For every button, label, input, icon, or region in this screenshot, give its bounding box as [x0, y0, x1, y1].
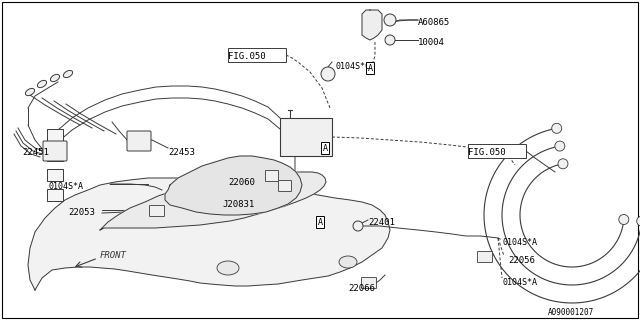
- Text: 22056: 22056: [508, 256, 535, 265]
- Circle shape: [558, 159, 568, 169]
- FancyBboxPatch shape: [362, 277, 376, 289]
- Ellipse shape: [26, 88, 35, 96]
- Text: 22453: 22453: [168, 148, 195, 157]
- FancyBboxPatch shape: [150, 205, 164, 217]
- Circle shape: [555, 141, 565, 151]
- Text: FIG.050: FIG.050: [468, 148, 506, 157]
- Circle shape: [552, 123, 562, 133]
- Circle shape: [353, 221, 363, 231]
- Ellipse shape: [51, 74, 60, 82]
- Text: 22053: 22053: [68, 208, 95, 217]
- Circle shape: [637, 216, 640, 226]
- Text: 22401: 22401: [368, 218, 395, 227]
- Bar: [47, 189, 63, 201]
- Text: J20831: J20831: [222, 200, 254, 209]
- Ellipse shape: [217, 261, 239, 275]
- Text: 22066: 22066: [348, 284, 375, 293]
- Text: FIG.050: FIG.050: [228, 52, 266, 61]
- Text: FRONT: FRONT: [100, 252, 127, 260]
- Text: 22451: 22451: [22, 148, 49, 157]
- Circle shape: [384, 14, 396, 26]
- Text: A: A: [323, 143, 328, 153]
- Text: 0104S*A: 0104S*A: [48, 182, 83, 191]
- Bar: [280, 118, 332, 156]
- Circle shape: [619, 214, 629, 225]
- FancyBboxPatch shape: [127, 131, 151, 151]
- Text: 0104S*C: 0104S*C: [335, 62, 370, 71]
- Polygon shape: [28, 178, 390, 290]
- Circle shape: [385, 35, 395, 45]
- Ellipse shape: [63, 70, 72, 78]
- Text: 0104S*A: 0104S*A: [502, 238, 537, 247]
- Text: A: A: [317, 218, 323, 227]
- Text: A: A: [367, 63, 372, 73]
- Bar: [47, 129, 63, 141]
- Ellipse shape: [339, 256, 357, 268]
- Text: 10004: 10004: [418, 38, 445, 47]
- FancyBboxPatch shape: [266, 171, 278, 181]
- Text: A60865: A60865: [418, 18, 451, 27]
- FancyBboxPatch shape: [278, 180, 291, 191]
- FancyBboxPatch shape: [477, 252, 493, 262]
- Polygon shape: [362, 10, 382, 40]
- Bar: [228, 48, 286, 62]
- Polygon shape: [100, 172, 326, 230]
- Ellipse shape: [37, 80, 47, 88]
- Bar: [47, 169, 63, 181]
- Text: 0104S*A: 0104S*A: [502, 278, 537, 287]
- Text: A090001207: A090001207: [548, 308, 595, 317]
- FancyBboxPatch shape: [43, 141, 67, 161]
- Polygon shape: [165, 156, 302, 215]
- Text: 22060: 22060: [228, 178, 255, 187]
- Circle shape: [321, 67, 335, 81]
- Bar: [47, 149, 63, 161]
- Bar: [468, 144, 526, 158]
